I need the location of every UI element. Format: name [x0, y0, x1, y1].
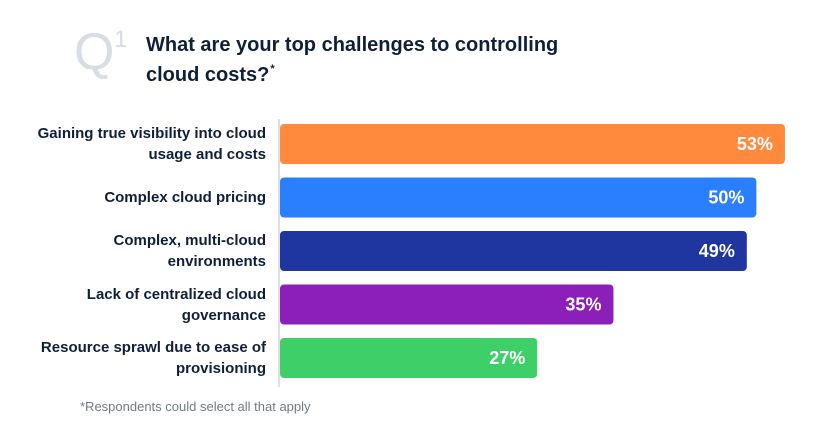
bar-3 — [280, 231, 747, 271]
question-number: 1 — [114, 26, 128, 53]
bar-value-label-4: 35% — [565, 295, 601, 315]
bar-value-label-2: 50% — [708, 188, 744, 208]
footnote: *Respondents could select all that apply — [80, 399, 311, 414]
chart-title-mark: * — [270, 63, 275, 75]
bar-value-label-3: 49% — [699, 241, 735, 261]
q-marker: Q 1 — [74, 26, 144, 86]
bar-value-label-5: 27% — [489, 348, 525, 368]
bar-4 — [280, 284, 614, 325]
category-label-4: Lack of centralized cloud governance — [86, 285, 266, 324]
bar-value-label-1: 53% — [737, 134, 773, 154]
chart-title-text: What are your top challenges to controll… — [146, 34, 559, 86]
bar-1 — [280, 124, 785, 164]
category-label-2: Complex cloud pricing — [104, 189, 266, 206]
category-label-5: Resource sprawl due to ease of provision… — [40, 339, 266, 377]
bar-5 — [280, 338, 538, 378]
question-letter: Q — [74, 23, 115, 81]
chart-title: What are your top challenges to controll… — [146, 30, 616, 90]
category-label-1: Gaining true visibility into cloud usage… — [37, 125, 266, 163]
category-label-3: Complex, multi-cloud environments — [113, 232, 266, 270]
bar-2 — [280, 177, 757, 218]
